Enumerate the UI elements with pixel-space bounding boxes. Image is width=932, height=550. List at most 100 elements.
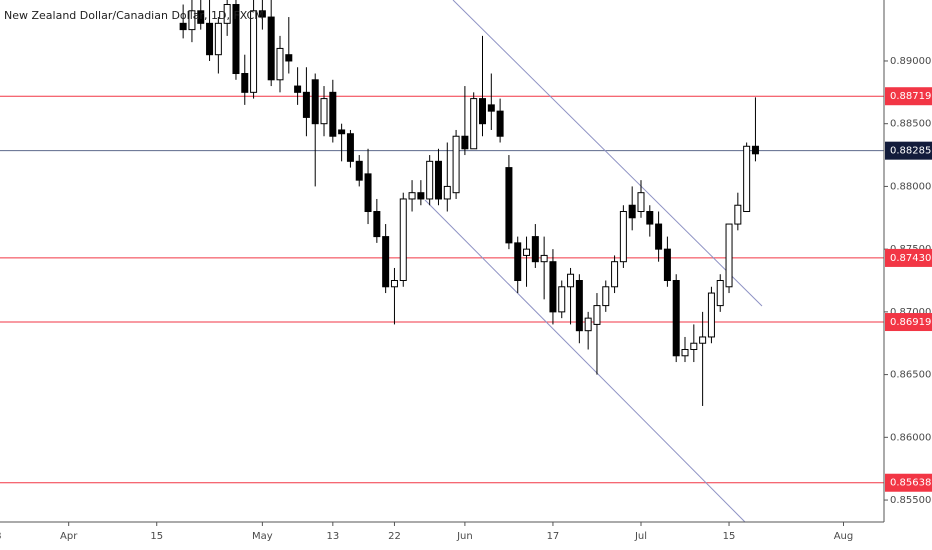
- candle-body: [443, 185, 451, 200]
- candle-body: [452, 135, 460, 194]
- candle-body: [241, 73, 249, 93]
- candle-body: [434, 160, 442, 200]
- price-tag: [885, 313, 932, 332]
- x-tick-label: 8: [0, 531, 1, 542]
- candle-body: [461, 135, 469, 150]
- candle-body: [355, 160, 363, 181]
- candle-body: [417, 192, 425, 200]
- candle-body: [382, 236, 390, 288]
- candle-body: [487, 104, 495, 112]
- candle-body: [223, 4, 231, 24]
- candle-body: [320, 98, 328, 125]
- candle-body: [593, 305, 601, 325]
- y-tick-label: 0.89000: [890, 56, 931, 67]
- candle-body: [258, 10, 266, 18]
- candle-body: [206, 22, 214, 56]
- candle-body: [338, 129, 346, 135]
- candle-body: [540, 254, 548, 263]
- candle-body: [364, 173, 372, 213]
- candle-body: [663, 248, 671, 282]
- price-tag-label: 0.88285: [890, 146, 931, 157]
- candle-body: [611, 261, 619, 288]
- candle-body: [294, 85, 302, 93]
- chart-title: New Zealand Dollar/Canadian Dollar, 1D, …: [4, 9, 264, 22]
- channel-lower: [424, 199, 746, 523]
- candle-body: [575, 280, 583, 332]
- price-tag: [885, 141, 932, 160]
- y-tick-label: 0.85500: [890, 495, 931, 506]
- candle-body: [655, 223, 663, 250]
- candle-body: [646, 211, 654, 225]
- candle-body: [408, 192, 416, 200]
- candle-body: [470, 98, 478, 150]
- price-axis: [884, 0, 932, 550]
- price-tag: [885, 248, 932, 267]
- candle-body: [285, 54, 293, 62]
- candle-body: [390, 280, 398, 288]
- y-tick-label: 0.88000: [890, 181, 931, 192]
- candle-body: [743, 145, 751, 213]
- candle-body: [302, 91, 310, 118]
- x-tick-label: 22: [388, 531, 401, 542]
- candle-body: [514, 242, 522, 282]
- candle-body: [707, 292, 715, 338]
- y-tick-label: 0.88500: [890, 119, 931, 130]
- candle-body: [346, 133, 354, 162]
- candle-body: [584, 317, 592, 332]
- time-axis: [0, 522, 932, 550]
- candle-body: [329, 91, 337, 137]
- candle-body: [567, 273, 575, 288]
- candle-body: [681, 349, 689, 357]
- candle-body: [628, 204, 636, 219]
- price-tag: [885, 87, 932, 106]
- candle-body: [716, 280, 724, 307]
- candle-body: [558, 286, 566, 313]
- price-tag: [885, 473, 932, 492]
- channel-upper: [452, 0, 763, 307]
- y-tick-label: 0.87000: [890, 307, 931, 318]
- x-tick-label: Apr: [60, 531, 78, 542]
- x-tick-label: Jul: [634, 531, 647, 542]
- candle-body: [188, 10, 196, 31]
- candle-body: [276, 47, 284, 81]
- candle-body: [619, 211, 627, 263]
- x-tick-label: Jun: [456, 531, 473, 542]
- candle-body: [311, 79, 319, 125]
- price-tag-label: 0.86919: [890, 317, 931, 328]
- candle-body: [496, 110, 504, 137]
- candle-body: [672, 280, 680, 357]
- axes: 0.855000.860000.865000.870000.875000.880…: [0, 56, 932, 542]
- candle-body: [751, 145, 759, 155]
- candle-body: [197, 10, 205, 24]
- x-tick-label: 13: [326, 531, 339, 542]
- x-tick-label: 15: [723, 531, 736, 542]
- candle-body: [179, 22, 187, 31]
- candle-body: [214, 22, 222, 56]
- candle-body: [699, 336, 707, 344]
- price-tag-label: 0.88719: [890, 91, 931, 102]
- candle-body: [505, 167, 513, 244]
- candle-body: [399, 198, 407, 282]
- candle-body: [250, 10, 258, 93]
- candles: [179, 0, 759, 406]
- y-tick-label: 0.86500: [890, 370, 931, 381]
- candle-body: [373, 211, 381, 238]
- x-tick-label: 17: [547, 531, 560, 542]
- candle-body: [426, 160, 434, 200]
- levels: [0, 95, 884, 484]
- candle-body: [725, 223, 733, 288]
- candle-body: [267, 16, 275, 81]
- x-tick-label: May: [252, 531, 273, 542]
- candle-body: [523, 248, 531, 256]
- candle-body: [479, 98, 487, 125]
- x-tick-label: 15: [150, 531, 163, 542]
- candle-body: [232, 4, 240, 75]
- x-tick-label: Aug: [834, 531, 854, 542]
- candle-body: [637, 192, 645, 213]
- candle-body: [734, 204, 742, 225]
- price-tag-label: 0.87430: [890, 253, 931, 264]
- candle-body: [602, 286, 610, 307]
- y-tick-label: 0.86000: [890, 432, 931, 443]
- candle-body: [531, 236, 539, 263]
